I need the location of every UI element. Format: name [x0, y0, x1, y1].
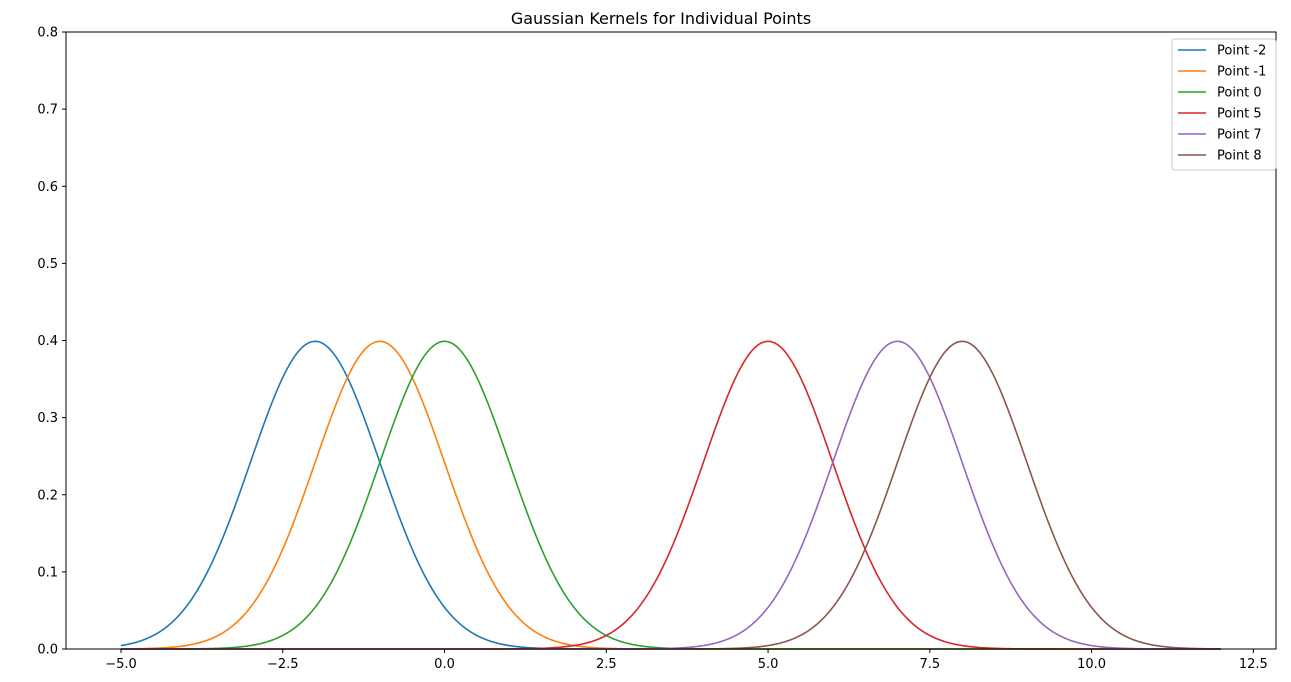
legend-label: Point -2	[1217, 44, 1266, 59]
y-tick-label: 0.0	[37, 643, 58, 658]
x-tick-label: −5.0	[105, 657, 137, 672]
legend: Point -2 Point -1 Point 0 Point 5 Point 7 Poi…	[1171, 38, 1277, 171]
x-tick-label: 2.5	[596, 657, 617, 672]
y-tick-label: 0.3	[37, 411, 58, 426]
y-axis: 0.0 0.1 0.2 0.3 0.4 0.5 0.6 0.7 0.8	[37, 26, 66, 658]
x-tick-label: 7.5	[919, 657, 940, 672]
y-tick-label: 0.5	[37, 257, 58, 272]
y-tick-label: 0.2	[37, 488, 58, 503]
y-tick-label: 0.7	[37, 103, 58, 118]
y-tick-label: 0.8	[37, 26, 58, 41]
legend-label: Point -1	[1217, 65, 1266, 80]
x-axis: −5.0 −2.5 0.0 2.5 5.0 7.5 10.0 12.5	[105, 649, 1268, 672]
y-tick-label: 0.6	[37, 180, 58, 195]
y-tick-label: 0.4	[37, 334, 58, 349]
legend-label: Point 5	[1217, 107, 1262, 122]
x-tick-label: 5.0	[758, 657, 779, 672]
x-tick-label: 0.0	[434, 657, 455, 672]
legend-label: Point 8	[1217, 149, 1262, 164]
x-tick-label: 10.0	[1077, 657, 1106, 672]
legend-label: Point 0	[1217, 86, 1262, 101]
legend-label: Point 7	[1217, 128, 1262, 143]
y-tick-label: 0.1	[37, 565, 58, 580]
x-tick-label: 12.5	[1239, 657, 1268, 672]
chart-title: Gaussian Kernels for Individual Points	[511, 9, 811, 28]
x-tick-label: −2.5	[267, 657, 299, 672]
